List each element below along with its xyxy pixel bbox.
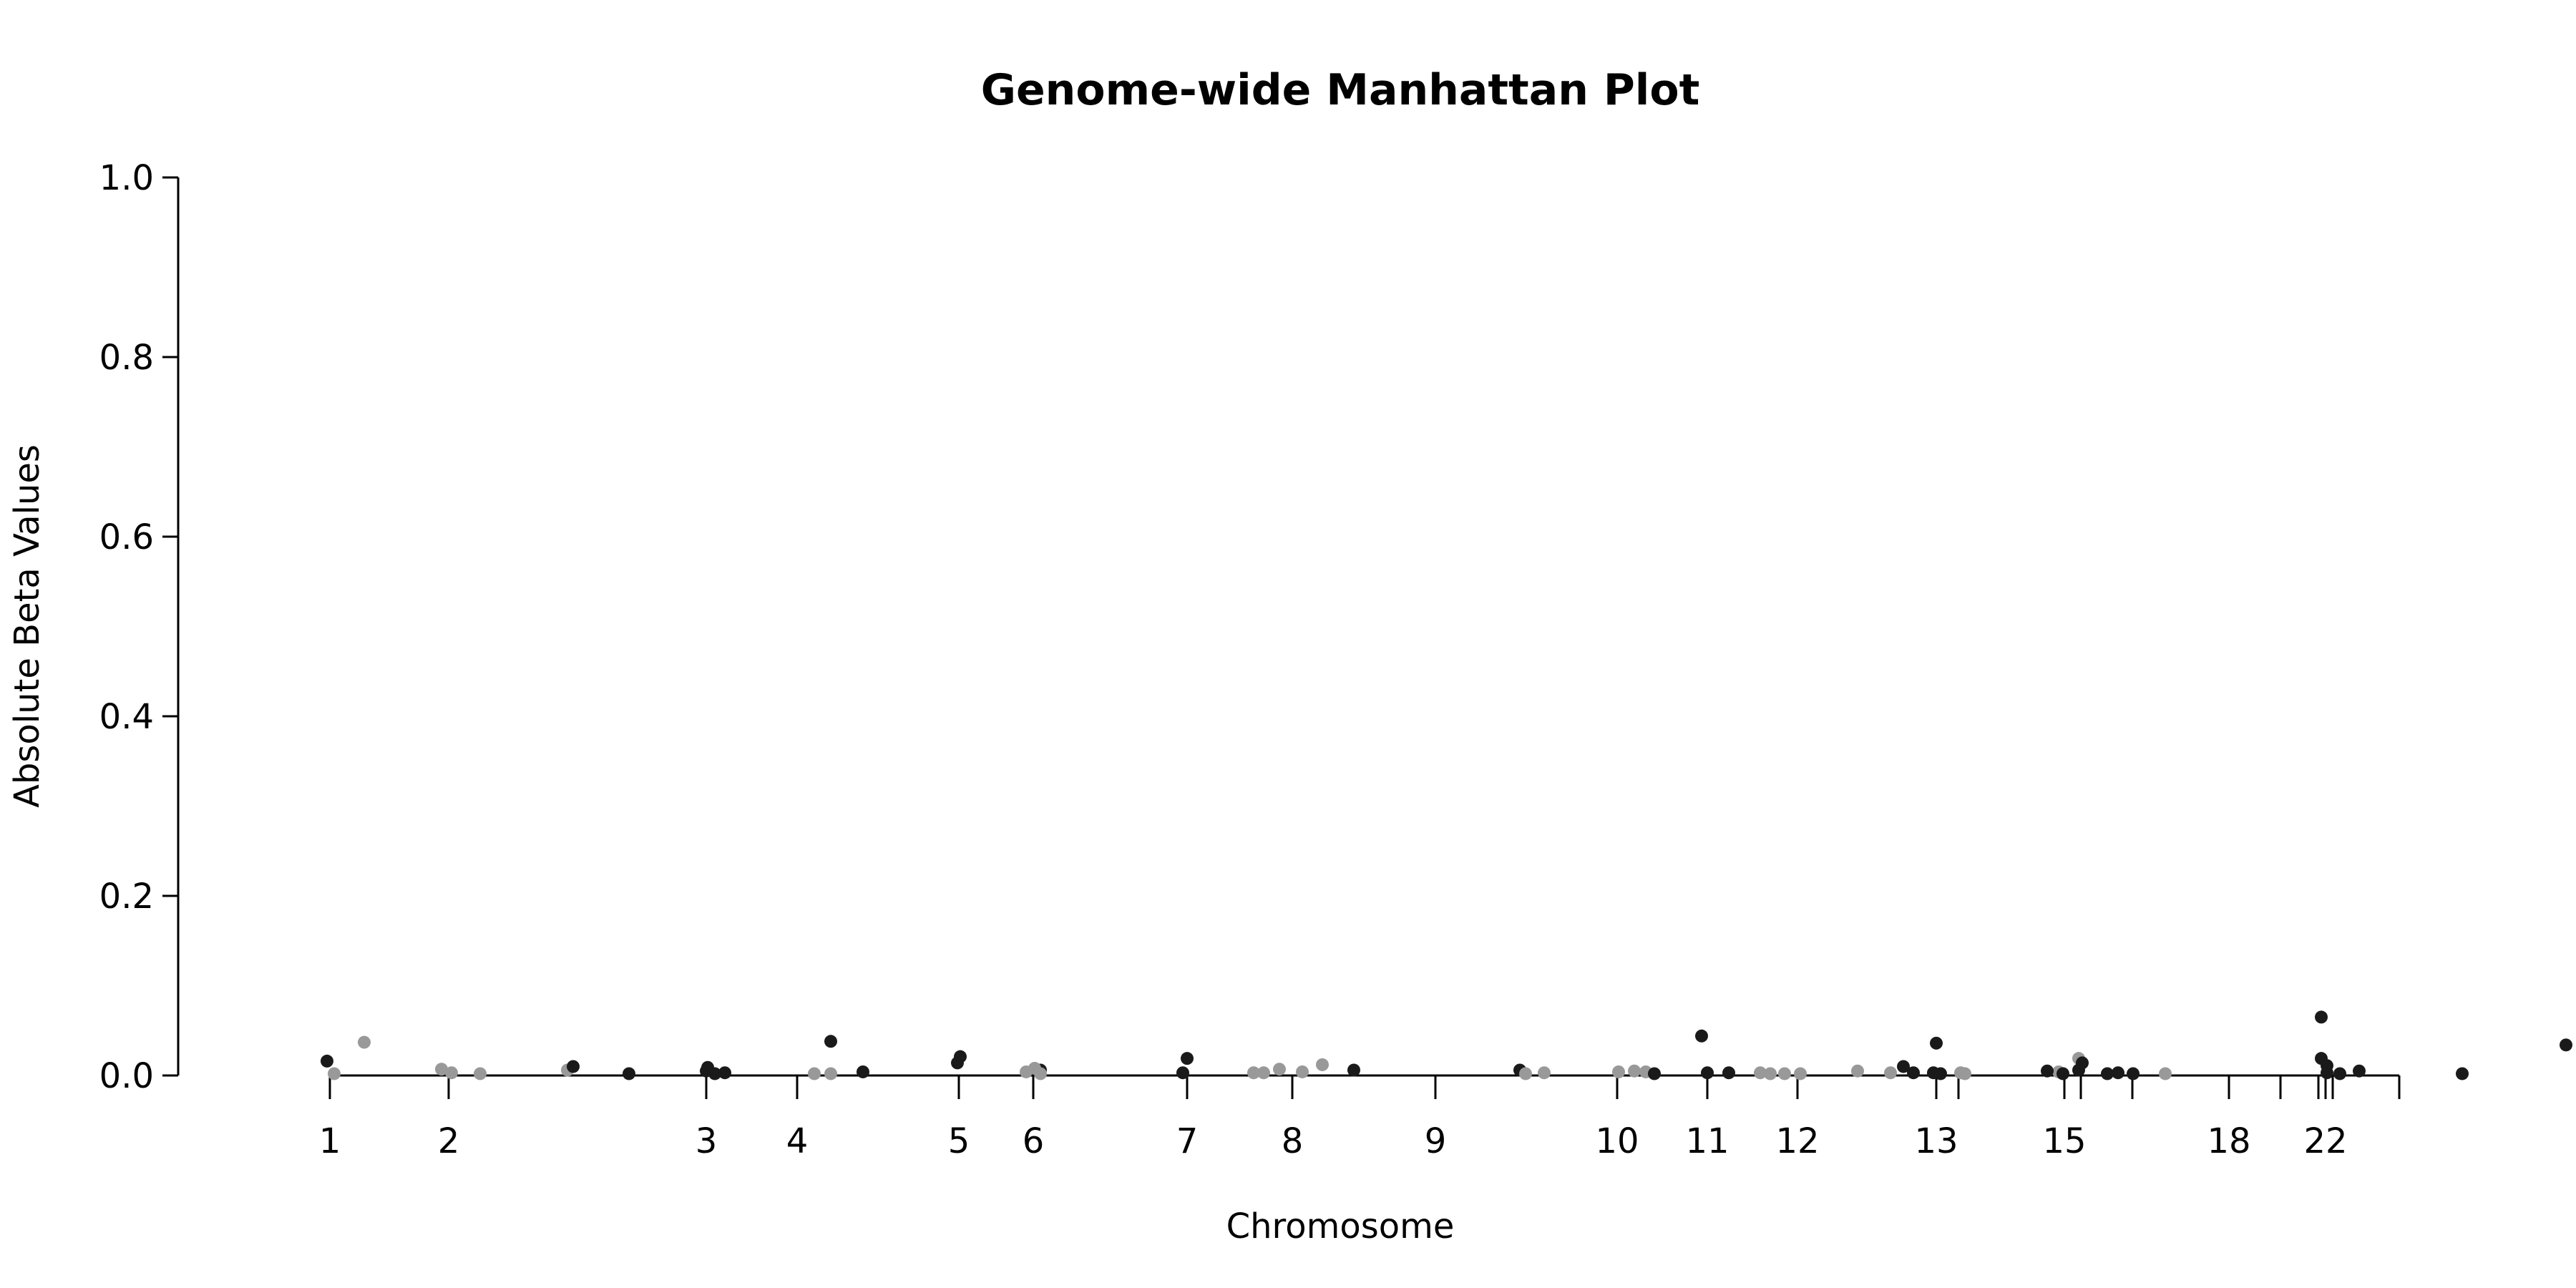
x-tick-label: 9 [1425, 1121, 1447, 1161]
data-point [1778, 1067, 1791, 1080]
data-point [567, 1060, 580, 1073]
data-point [1884, 1066, 1897, 1080]
y-tick-label: 0.8 [99, 338, 154, 378]
x-tick-label: 11 [1685, 1121, 1729, 1161]
data-point [1347, 1063, 1360, 1077]
y-tick-label: 0.0 [99, 1056, 154, 1096]
data-point [2321, 1066, 2333, 1080]
data-point [824, 1035, 837, 1048]
x-tick-label: 6 [1023, 1121, 1045, 1161]
data-point [824, 1067, 837, 1080]
y-axis-ticks: 0.0 0.2 0.4 0.6 0.8 1.0 [99, 158, 178, 1096]
data-point [2057, 1067, 2069, 1080]
x-tick-label: 22 [2303, 1121, 2347, 1161]
y-tick-label: 1.0 [99, 158, 154, 198]
data-point [808, 1067, 821, 1080]
data-point [1764, 1067, 1777, 1080]
data-point [1897, 1060, 1910, 1073]
x-tick-label: 13 [1914, 1121, 1958, 1161]
data-point [2101, 1067, 2114, 1080]
x-tick-label: 7 [1176, 1121, 1199, 1161]
data-point [1794, 1067, 1807, 1080]
data-point [2456, 1067, 2469, 1080]
data-point [708, 1067, 721, 1080]
x-tick-label: 1 [319, 1121, 341, 1161]
chart-title: Genome-wide Manhattan Plot [981, 65, 1700, 115]
data-point [1695, 1029, 1708, 1043]
x-tick-label: 8 [1282, 1121, 1304, 1161]
data-point [445, 1066, 458, 1080]
x-tick-label: 10 [1595, 1121, 1639, 1161]
data-point [1934, 1067, 1947, 1080]
data-point [1247, 1066, 1260, 1080]
x-tick-label: 5 [948, 1121, 970, 1161]
data-point [1930, 1036, 1943, 1050]
data-point [623, 1067, 635, 1080]
y-axis-label: Absolute Beta Values [7, 444, 47, 808]
data-point [321, 1054, 333, 1068]
data-point [2076, 1056, 2089, 1070]
data-point [1648, 1067, 1661, 1080]
data-point [2041, 1064, 2054, 1078]
data-point [1296, 1065, 1309, 1078]
x-tick-label: 3 [696, 1121, 718, 1161]
data-point [1958, 1067, 1971, 1080]
data-point [474, 1067, 487, 1080]
data-point [1538, 1066, 1551, 1080]
x-tick-label: 2 [438, 1121, 460, 1161]
data-point [1722, 1066, 1735, 1080]
data-point [2315, 1010, 2328, 1024]
data-point [1612, 1065, 1625, 1078]
data-point [358, 1035, 371, 1049]
data-point [1754, 1066, 1767, 1080]
data-point [1701, 1066, 1714, 1080]
data-point [328, 1067, 341, 1080]
data-point [1519, 1067, 1532, 1080]
data-points [321, 1010, 2572, 1080]
y-tick-label: 0.6 [99, 517, 154, 557]
data-point [1273, 1063, 1286, 1076]
data-point [1028, 1061, 1041, 1075]
data-point [2159, 1067, 2172, 1080]
data-point [1851, 1064, 1864, 1078]
data-point [1257, 1066, 1270, 1080]
data-point [2353, 1064, 2366, 1078]
data-point [954, 1050, 967, 1063]
data-point [1316, 1058, 1329, 1071]
data-point [1907, 1066, 1920, 1080]
data-point [2333, 1067, 2346, 1080]
y-tick-label: 0.2 [99, 877, 154, 917]
x-axis-ticks: 1 2 3 4 5 6 7 8 9 10 11 12 13 15 18 22 [319, 1075, 2401, 1161]
data-point [718, 1066, 731, 1080]
data-point [435, 1063, 448, 1076]
data-point [2112, 1066, 2124, 1080]
data-point [1176, 1066, 1189, 1080]
data-point [1628, 1064, 1641, 1078]
x-tick-label: 4 [786, 1121, 809, 1161]
x-tick-label: 18 [2207, 1121, 2250, 1161]
data-point [2127, 1067, 2140, 1080]
data-point [857, 1065, 869, 1078]
x-tick-label: 15 [2042, 1121, 2086, 1161]
x-axis-label: Chromosome [1226, 1206, 1455, 1246]
x-tick-label: 12 [1775, 1121, 1819, 1161]
data-point [1181, 1052, 1194, 1065]
y-tick-label: 0.4 [99, 697, 154, 737]
data-point [2560, 1038, 2572, 1052]
